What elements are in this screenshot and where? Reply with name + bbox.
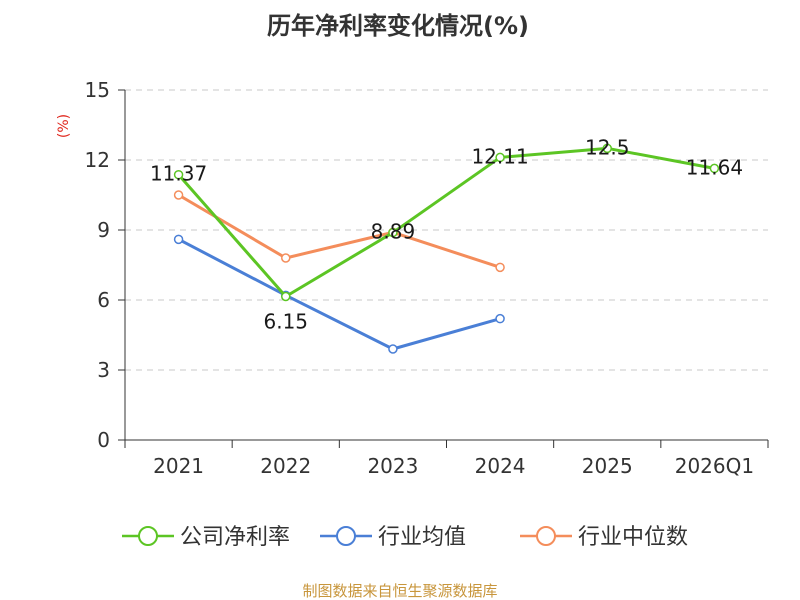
legend-marker-2 xyxy=(536,526,556,546)
data-point-s0-2021 xyxy=(173,169,184,180)
data-point-s1-2021 xyxy=(173,234,184,245)
data-point-s0-2024 xyxy=(495,152,505,163)
data-label-2026Q1: 11.64 xyxy=(686,155,743,179)
data-point-s1-2023 xyxy=(388,344,398,354)
data-point-s2-2021 xyxy=(173,190,184,200)
legend-label-0: 公司净利率 xyxy=(180,525,290,550)
series-line-2 xyxy=(177,193,501,269)
y-tick-label-0: 0 xyxy=(97,428,110,452)
y-tick-label-12: 12 xyxy=(85,148,110,172)
data-point-s0-2023 xyxy=(388,227,398,238)
x-tick-label-2025: 2025 xyxy=(582,454,633,478)
legend-marker-0 xyxy=(138,526,158,546)
axes: 0 3 6 9 12 15 2021 2022 2023 2024 2025 2026Q1 xyxy=(85,78,769,478)
data-point-s2-2024 xyxy=(495,262,505,273)
legend-label-1: 行业均值 xyxy=(378,525,466,550)
legend-item-1: 行业均值 xyxy=(320,525,466,550)
data-label-2025: 12.5 xyxy=(585,135,630,159)
data-label-2023: 8.89 xyxy=(371,220,416,244)
y-tick-label-15: 15 xyxy=(85,78,110,102)
x-tick-label-2026Q1: 2026Q1 xyxy=(675,454,754,478)
legend-item-0: 公司净利率 xyxy=(122,525,290,550)
x-tick-label-2024: 2024 xyxy=(475,454,526,478)
data-point-s0-2022 xyxy=(281,291,291,302)
legend-label-2: 行业中位数 xyxy=(578,525,688,550)
x-tick-label-2022: 2022 xyxy=(260,454,311,478)
series-line-1 xyxy=(177,238,501,351)
data-label-2022: 6.15 xyxy=(263,310,308,334)
series-line-0 xyxy=(177,146,715,298)
data-point-s1-2024 xyxy=(495,313,505,324)
series-lines xyxy=(173,143,720,354)
y-tick-label-3: 3 xyxy=(97,358,110,382)
data-point-s0-2025 xyxy=(602,143,612,154)
x-tick-label-2021: 2021 xyxy=(153,454,204,478)
data-point-s2-2022 xyxy=(281,253,291,263)
source-note: 制图数据来自恒生聚源数据库 xyxy=(302,582,497,600)
grid-lines xyxy=(125,89,768,371)
data-point-s0-2026Q1 xyxy=(709,163,720,174)
data-labels: 11.37 6.15 8.89 12.11 12.5 11.64 xyxy=(150,135,743,333)
legend: 公司净利率 行业均值 行业中位数 xyxy=(122,525,688,550)
data-label-2021: 11.37 xyxy=(150,162,207,186)
chart-title: 历年净利率变化情况(%) xyxy=(267,12,529,40)
y-axis-unit: (%) xyxy=(56,114,72,138)
y-tick-label-6: 6 xyxy=(97,288,110,312)
data-label-2024: 12.11 xyxy=(471,144,528,168)
x-tick-label-2023: 2023 xyxy=(367,454,418,478)
y-tick-label-9: 9 xyxy=(97,218,110,242)
legend-item-2: 行业中位数 xyxy=(520,525,688,550)
legend-marker-1 xyxy=(336,526,356,546)
